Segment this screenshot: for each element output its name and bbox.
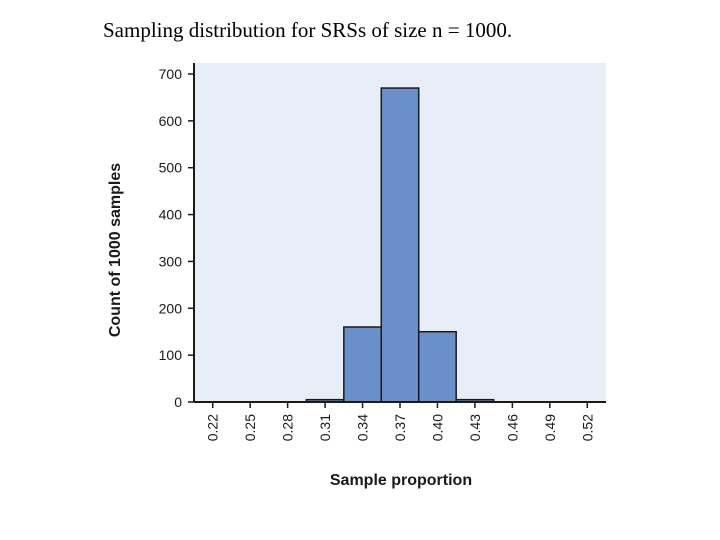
x-tick-label: 0.37: [392, 414, 408, 441]
histogram-bar: [417, 330, 457, 403]
histogram-bar: [380, 87, 420, 403]
x-tick-label: 0.25: [242, 414, 258, 441]
y-axis: 0 100 200 300 400 500 600 700: [159, 63, 195, 410]
x-tick-label: 0.28: [280, 414, 296, 441]
y-tick-label: 0: [174, 394, 182, 410]
x-tick-label: 0.40: [429, 414, 445, 441]
y-axis-label: Count of 1000 samples: [107, 163, 124, 337]
y-tick-label: 500: [159, 160, 183, 176]
x-tick-label: 0.43: [467, 414, 483, 441]
x-tick-label: 0.52: [579, 414, 595, 441]
x-tick-label: 0.31: [317, 414, 333, 441]
y-tick-label: 300: [159, 253, 183, 269]
x-tick-label: 0.22: [205, 414, 221, 441]
x-tick-label: 0.34: [355, 414, 371, 441]
x-axis-label: Sample proportion: [330, 472, 472, 489]
y-tick-label: 400: [159, 207, 183, 223]
y-tick-label: 100: [159, 347, 183, 363]
x-tick-label: 0.49: [542, 414, 558, 441]
x-axis: 0.22 0.25 0.28 0.31 0.34 0.37 0.40 0.43 0.46 0.49…: [194, 401, 606, 441]
y-tick-label: 600: [159, 113, 183, 129]
page-title: Sampling distribution for SRSs of size n…: [103, 18, 513, 42]
histogram-bar: [343, 326, 383, 403]
y-tick-label: 200: [159, 300, 183, 316]
y-tick-label: 700: [159, 66, 183, 82]
bars-group: [305, 87, 495, 403]
x-tick-label: 0.46: [504, 414, 520, 441]
